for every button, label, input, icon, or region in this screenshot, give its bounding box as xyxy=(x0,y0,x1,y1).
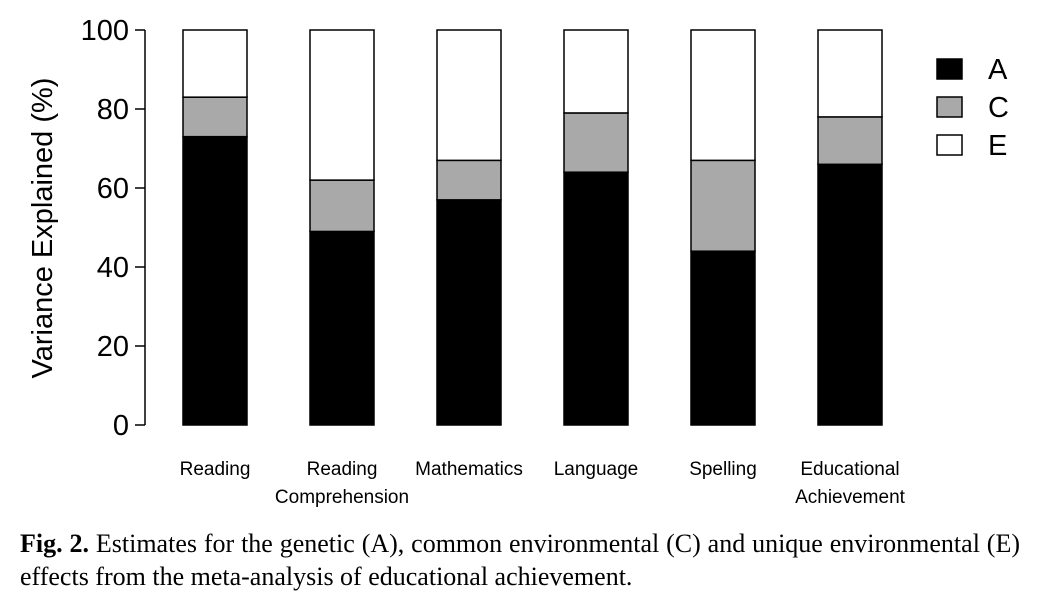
bar-segment-e xyxy=(182,29,248,98)
y-tick-label: 60 xyxy=(97,173,129,205)
caption-text: Estimates for the genetic (A), common en… xyxy=(20,529,1021,591)
x-category-label: Mathematics xyxy=(415,459,523,480)
bar-segment-e xyxy=(817,29,883,118)
bar-segment-c xyxy=(436,159,502,201)
y-tick-label: 20 xyxy=(97,331,129,363)
bar-segment-a xyxy=(436,199,502,426)
caption-label: Fig. 2. xyxy=(20,529,89,558)
bars xyxy=(182,29,883,426)
bar-segment-a xyxy=(309,230,375,426)
x-category-label: Reading Comprehension xyxy=(275,459,409,508)
bar-segment-a xyxy=(690,250,756,426)
bar-segment-c xyxy=(182,96,248,138)
y-axis-ticks: 0 20 40 60 80 100 xyxy=(81,15,145,442)
y-tick-label: 100 xyxy=(81,15,129,47)
x-axis-labels: Reading Reading Comprehension Mathematics La… xyxy=(180,459,906,508)
legend-label-e: E xyxy=(988,130,1007,162)
bar-segment-c xyxy=(690,159,756,252)
legend-swatch-e xyxy=(936,134,963,156)
y-tick-label: 40 xyxy=(97,252,129,284)
bar-segment-c xyxy=(309,179,375,233)
bar-segment-e xyxy=(563,29,629,114)
bar-segment-e xyxy=(436,29,502,162)
y-tick-label: 0 xyxy=(113,410,129,442)
legend-label-c: C xyxy=(988,92,1009,124)
figure-caption: Fig. 2. Estimates for the genetic (A), c… xyxy=(20,527,1020,593)
bar-segment-e xyxy=(309,29,375,181)
x-category-label: Language xyxy=(554,459,639,480)
legend: ACE xyxy=(936,54,1009,162)
bar-segment-a xyxy=(182,135,248,426)
legend-swatch-a xyxy=(936,58,963,80)
legend-label-a: A xyxy=(988,54,1008,86)
stacked-bar-chart: Variance Explained (%) 0 20 40 60 80 100 Read… xyxy=(27,15,1009,508)
bar-segment-c xyxy=(817,116,883,166)
legend-swatch-c xyxy=(936,96,963,118)
x-category-label: Educational Achievement xyxy=(795,459,906,508)
y-axis-title: Variance Explained (%) xyxy=(27,78,59,379)
bar-segment-c xyxy=(563,112,629,173)
bar-segment-a xyxy=(817,163,883,426)
x-category-label: Spelling xyxy=(689,459,757,480)
y-tick-label: 80 xyxy=(97,94,129,126)
bar-segment-e xyxy=(690,29,756,162)
bar-segment-a xyxy=(563,171,629,426)
x-category-label: Reading xyxy=(180,459,251,480)
